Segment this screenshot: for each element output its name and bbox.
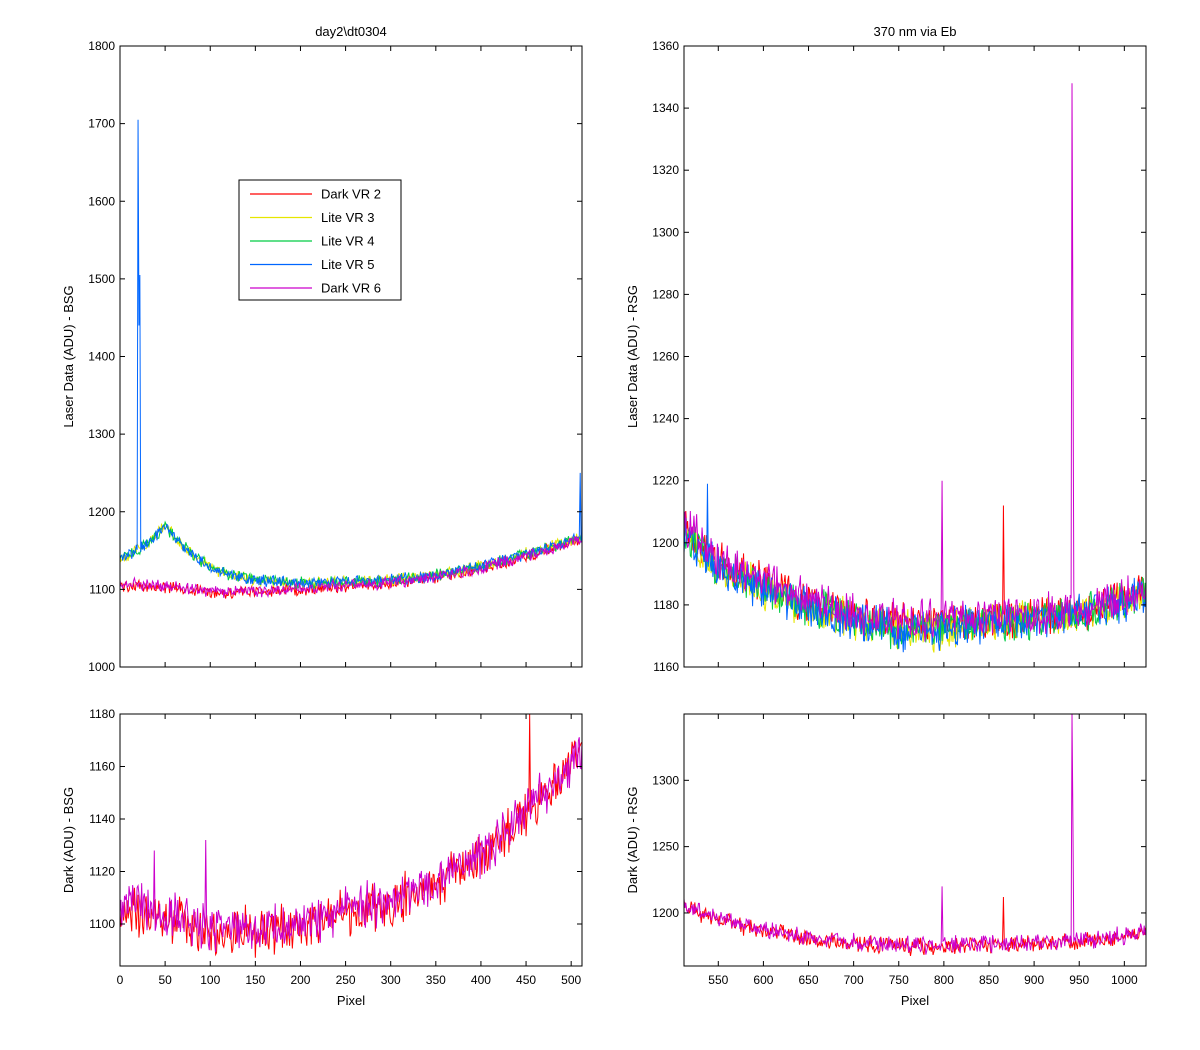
x-tick-label: 200: [290, 973, 310, 987]
x-tick-label: 750: [889, 973, 909, 987]
y-axis-label: Laser Data (ADU) - BSG: [61, 285, 76, 427]
y-tick-label: 1320: [652, 163, 679, 177]
y-tick-label: 1800: [88, 39, 115, 53]
y-tick-label: 1360: [652, 39, 679, 53]
legend-entry: Dark VR 2: [321, 187, 381, 202]
x-tick-label: 150: [245, 973, 265, 987]
x-tick-label: 350: [426, 973, 446, 987]
x-tick-label: 300: [381, 973, 401, 987]
y-tick-label: 1120: [89, 865, 115, 879]
y-tick-label: 1200: [652, 536, 679, 550]
legend-entry: Lite VR 4: [321, 234, 374, 249]
legend-entry: Lite VR 5: [321, 257, 374, 272]
series-line-dark-vr-6: [120, 536, 582, 599]
series-line-dark-vr-6: [684, 714, 1146, 955]
x-axis-label: Pixel: [901, 993, 929, 1008]
y-tick-label: 1340: [652, 101, 679, 115]
y-tick-label: 1160: [653, 660, 679, 674]
axes-frame: [683, 713, 1147, 967]
chart-bottom-right: 1200 1250 1300 550 600 650 700 750 800 850 900 950 1…: [625, 713, 1147, 1008]
y-tick-label: 1500: [88, 272, 115, 286]
y-tick-label: 1160: [89, 760, 115, 774]
y-tick-label: 1300: [652, 225, 679, 239]
y-tick-label: 1180: [89, 707, 115, 721]
y-tick-label: 1600: [88, 194, 115, 208]
y-tick-label: 1180: [653, 598, 679, 612]
x-tick-label: 100: [200, 973, 220, 987]
legend-box: [238, 179, 402, 301]
series-line-dark-vr-6: [684, 83, 1146, 642]
x-tick-label: 650: [799, 973, 819, 987]
chart-top-left: 1000 1100 1200 1300 1400 1500 1600 1700 1800 day2…: [61, 24, 583, 674]
chart-title: 370 nm via Eb: [873, 24, 956, 39]
y-tick-label: 1200: [88, 505, 115, 519]
x-tick-label: 0: [117, 973, 124, 987]
x-tick-label: 950: [1069, 973, 1089, 987]
x-tick-label: 50: [158, 973, 172, 987]
y-tick-label: 1140: [89, 812, 115, 826]
x-tick-label: 600: [753, 973, 773, 987]
y-tick-label: 1200: [652, 906, 679, 920]
legend: Dark VR 2 Lite VR 3 Lite VR 4 Lite VR 5 Dark…: [238, 179, 402, 301]
chart-bottom-left: 1100 1120 1140 1160 1180 0 50 100 150 200 250 300 35…: [61, 707, 583, 1008]
x-tick-label: 900: [1024, 973, 1044, 987]
legend-entry: Lite VR 3: [321, 210, 374, 225]
x-axis-label: Pixel: [337, 993, 365, 1008]
plot-area: [684, 46, 1146, 667]
y-tick-label: 1100: [89, 582, 115, 596]
y-tick-label: 1100: [89, 917, 115, 931]
x-tick-label: 450: [516, 973, 536, 987]
x-tick-label: 500: [561, 973, 581, 987]
x-tick-label: 850: [979, 973, 999, 987]
chart-top-right: 1160 1180 1200 1220 1240 1260 1280 1300 1320 1340…: [625, 24, 1147, 674]
y-tick-label: 1700: [88, 117, 115, 131]
y-tick-label: 1280: [652, 287, 679, 301]
x-tick-label: 1000: [1111, 973, 1138, 987]
x-tick-label: 250: [336, 973, 356, 987]
y-axis-label: Dark (ADU) - RSG: [625, 787, 640, 894]
axes-frame: [119, 713, 583, 967]
series-line-dark-vr-6: [120, 737, 582, 953]
legend-entry: Dark VR 6: [321, 281, 381, 296]
x-tick-label: 550: [708, 973, 728, 987]
x-tick-label: 700: [844, 973, 864, 987]
x-tick-label: 800: [934, 973, 954, 987]
y-tick-label: 1000: [88, 660, 115, 674]
chart-title: day2\dt0304: [315, 24, 387, 39]
plot-area: [120, 46, 582, 667]
x-tick-label: 400: [471, 973, 491, 987]
y-tick-label: 1240: [652, 412, 679, 426]
y-axis-label: Dark (ADU) - BSG: [61, 787, 76, 893]
y-tick-label: 1220: [652, 474, 679, 488]
series-line-lite-vr-5: [684, 483, 1146, 653]
y-tick-label: 1250: [652, 840, 679, 854]
y-tick-label: 1260: [652, 350, 679, 364]
y-tick-label: 1400: [88, 350, 115, 364]
series-line-dark-vr-2: [684, 897, 1146, 957]
y-tick-label: 1300: [88, 427, 115, 441]
y-axis-label: Laser Data (ADU) - RSG: [625, 285, 640, 428]
y-tick-label: 1300: [652, 773, 679, 787]
